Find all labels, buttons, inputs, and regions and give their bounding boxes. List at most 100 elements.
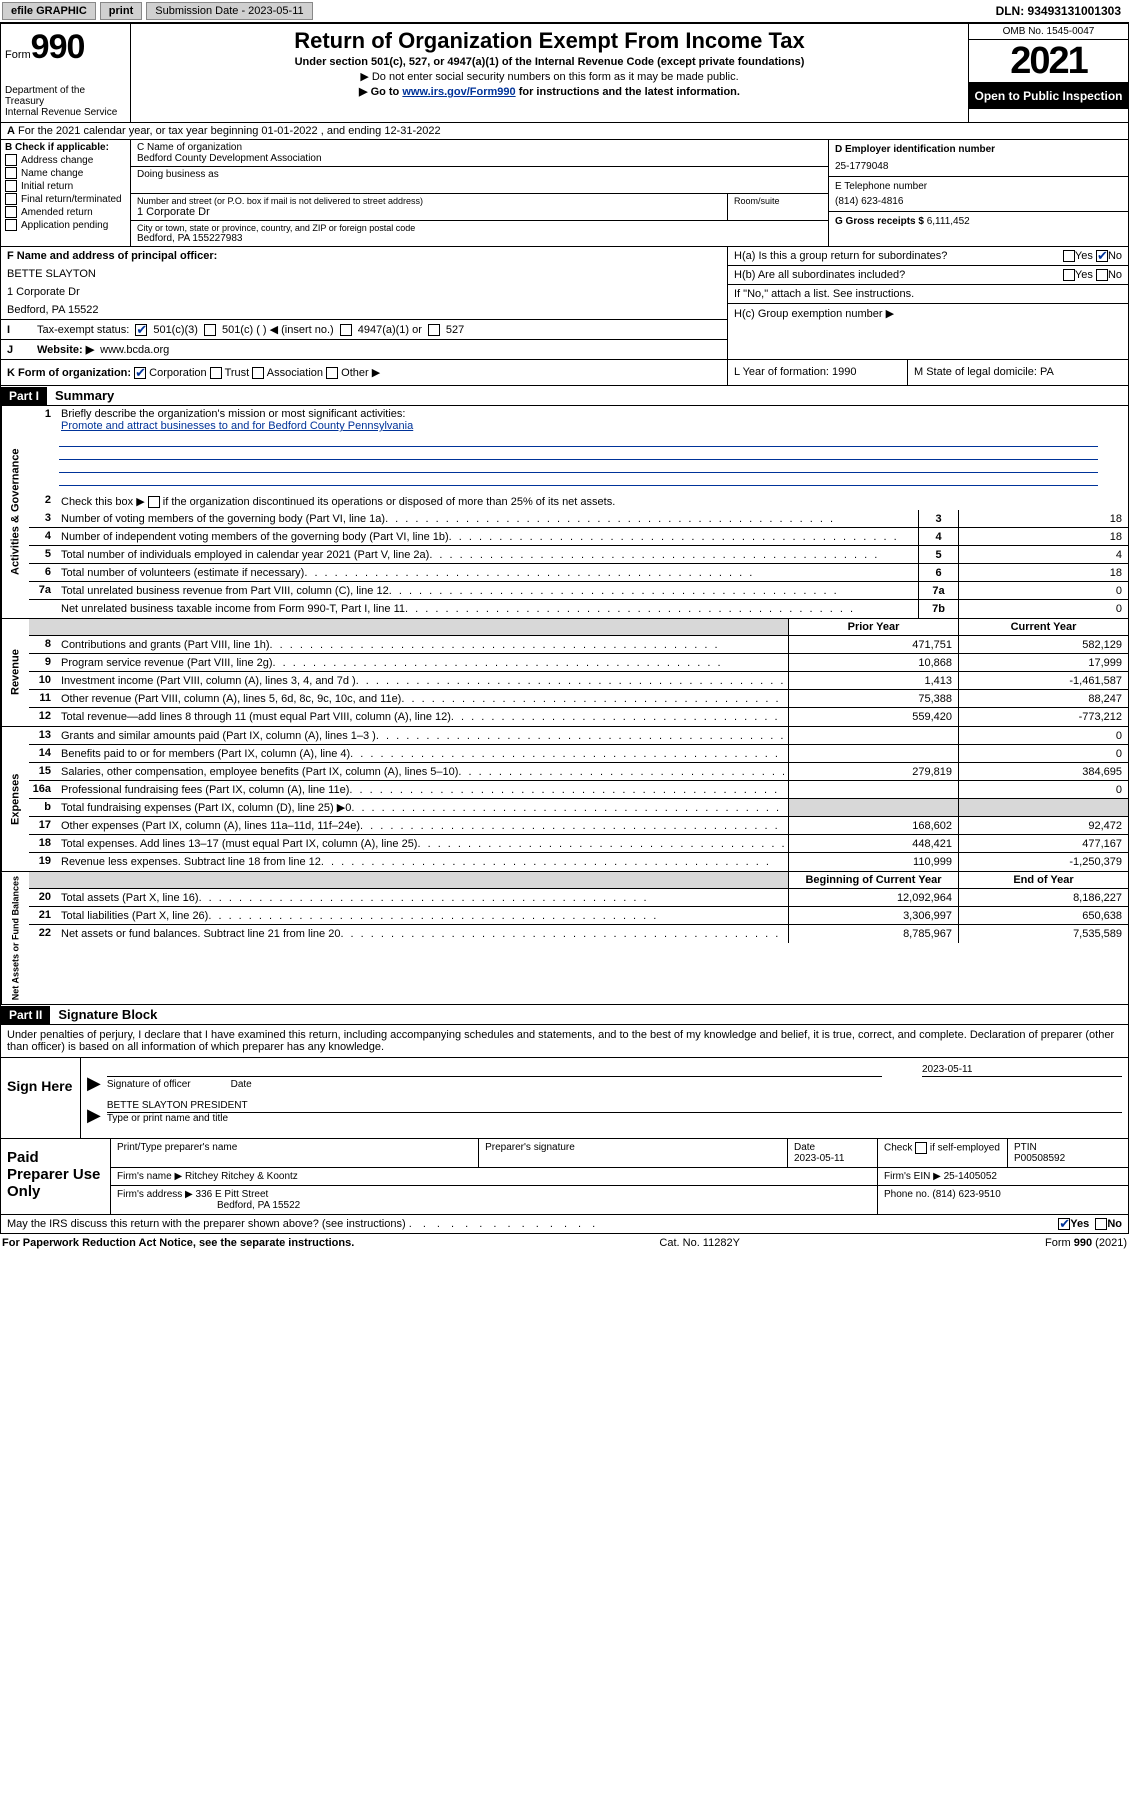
checkbox-icon[interactable] bbox=[5, 167, 17, 179]
checkbox-icon[interactable] bbox=[1095, 1218, 1107, 1230]
tax-year: 2021 bbox=[969, 40, 1128, 83]
line-box: 6 bbox=[918, 564, 958, 581]
print-button[interactable]: print bbox=[100, 2, 142, 20]
opt-501c3: 501(c)(3) bbox=[153, 324, 198, 336]
line-desc: Revenue less expenses. Subtract line 18 … bbox=[57, 853, 788, 871]
ptin-label: PTIN bbox=[1014, 1142, 1122, 1153]
checkbox-icon[interactable] bbox=[1096, 269, 1108, 281]
begin-year-header: Beginning of Current Year bbox=[788, 872, 958, 888]
checkbox-icon[interactable] bbox=[252, 367, 264, 379]
line-1: 1 Briefly describe the organization's mi… bbox=[29, 406, 1128, 434]
checkbox-icon[interactable] bbox=[148, 496, 160, 508]
paid-preparer-block: Paid Preparer Use Only Print/Type prepar… bbox=[0, 1139, 1129, 1215]
form-subtitle-2: ▶ Do not enter social security numbers o… bbox=[139, 70, 960, 83]
checkbox-icon[interactable] bbox=[326, 367, 338, 379]
h-date: Date 2023-05-11 bbox=[788, 1139, 878, 1167]
check-amended-return: Amended return bbox=[5, 206, 126, 218]
current-value: 92,472 bbox=[958, 817, 1128, 834]
underline bbox=[59, 435, 1098, 447]
check-label: Amended return bbox=[21, 207, 93, 218]
city-value: Bedford, PA 155227983 bbox=[137, 233, 822, 244]
checkbox-icon[interactable] bbox=[210, 367, 222, 379]
dba-label: Doing business as bbox=[137, 169, 822, 180]
prior-value: 448,421 bbox=[788, 835, 958, 852]
checkbox-icon[interactable] bbox=[340, 324, 352, 336]
checkbox-icon[interactable] bbox=[134, 367, 146, 379]
sign-here-label: Sign Here bbox=[1, 1058, 81, 1138]
submission-date: Submission Date - 2023-05-11 bbox=[146, 2, 312, 20]
line-desc: Total unrelated business revenue from Pa… bbox=[57, 582, 918, 599]
g-label: G Gross receipts $ bbox=[835, 216, 924, 227]
checkbox-icon[interactable] bbox=[1096, 250, 1108, 262]
current-value: 88,247 bbox=[958, 690, 1128, 707]
mission-link[interactable]: Promote and attract businesses to and fo… bbox=[61, 420, 413, 432]
line-1-desc: Briefly describe the organization's miss… bbox=[57, 406, 1128, 434]
hc-row: H(c) Group exemption number ▶ bbox=[728, 304, 1128, 323]
summary-line: 4 Number of independent voting members o… bbox=[29, 528, 1128, 546]
current-value: 8,186,227 bbox=[958, 889, 1128, 906]
line-num: 10 bbox=[29, 672, 57, 689]
line-desc: Number of voting members of the governin… bbox=[57, 510, 918, 527]
ha-label: H(a) Is this a group return for subordin… bbox=[734, 250, 1063, 262]
line-desc: Total fundraising expenses (Part IX, col… bbox=[57, 799, 788, 816]
summary-line: 17 Other expenses (Part IX, column (A), … bbox=[29, 817, 1128, 835]
sign-here-block: Sign Here ▶ 2023-05-11 Signature of offi… bbox=[0, 1057, 1129, 1139]
line-desc: Total assets (Part X, line 16) bbox=[57, 889, 788, 906]
checkbox-icon[interactable] bbox=[5, 206, 17, 218]
net-assets-block: Net Assets or Fund Balances Beginning of… bbox=[0, 872, 1129, 1005]
line-desc: Professional fundraising fees (Part IX, … bbox=[57, 781, 788, 798]
vtab-expenses: Expenses bbox=[1, 727, 29, 871]
footer-ask-row: May the IRS discuss this return with the… bbox=[0, 1215, 1129, 1234]
vtab-net-assets: Net Assets or Fund Balances bbox=[1, 872, 29, 1004]
checkbox-icon[interactable] bbox=[5, 180, 17, 192]
vtab-revenue: Revenue bbox=[1, 619, 29, 726]
checkbox-icon[interactable] bbox=[915, 1142, 927, 1154]
summary-line: 16a Professional fundraising fees (Part … bbox=[29, 781, 1128, 799]
line-num: 1 bbox=[29, 406, 57, 434]
checkbox-icon[interactable] bbox=[135, 324, 147, 336]
section-f-to-j: F Name and address of principal officer:… bbox=[0, 247, 1129, 360]
street-label: Number and street (or P.O. box if mail i… bbox=[137, 196, 721, 206]
checkbox-icon[interactable] bbox=[5, 154, 17, 166]
form-title: Return of Organization Exempt From Incom… bbox=[139, 28, 960, 54]
street-value: 1 Corporate Dr bbox=[137, 206, 721, 218]
checkbox-icon[interactable] bbox=[5, 219, 17, 231]
omb-number: OMB No. 1545-0047 bbox=[969, 24, 1128, 40]
hb-row: H(b) Are all subordinates included? Yes … bbox=[728, 266, 1128, 285]
line-2-desc: Check this box ▶ if the organization dis… bbox=[57, 492, 1128, 510]
checkbox-icon[interactable] bbox=[428, 324, 440, 336]
line-num: 7a bbox=[29, 582, 57, 599]
no-label: No bbox=[1107, 1218, 1122, 1230]
dept-line2: Internal Revenue Service bbox=[5, 107, 126, 118]
paperwork-notice: For Paperwork Reduction Act Notice, see … bbox=[2, 1237, 354, 1249]
opt-4947: 4947(a)(1) or bbox=[358, 324, 422, 336]
part-i-label: Part I bbox=[1, 387, 47, 405]
firm-addr2: Bedford, PA 15522 bbox=[117, 1200, 871, 1211]
firm-name: Ritchey Ritchey & Koontz bbox=[185, 1171, 298, 1182]
checkbox-icon[interactable] bbox=[1063, 269, 1075, 281]
prior-year-header: Prior Year bbox=[788, 619, 958, 635]
prior-value: 559,420 bbox=[788, 708, 958, 726]
checkbox-icon[interactable] bbox=[204, 324, 216, 336]
checkbox-icon[interactable] bbox=[1063, 250, 1075, 262]
ask-text: May the IRS discuss this return with the… bbox=[7, 1218, 406, 1230]
irs-link[interactable]: www.irs.gov/Form990 bbox=[402, 86, 515, 98]
checkbox-icon[interactable] bbox=[1058, 1218, 1070, 1230]
preparer-header-row: Print/Type preparer's name Preparer's si… bbox=[111, 1139, 1128, 1168]
header-right: OMB No. 1545-0047 2021 Open to Public In… bbox=[968, 24, 1128, 122]
part-ii-header: Part II Signature Block bbox=[0, 1005, 1129, 1025]
line-num: 17 bbox=[29, 817, 57, 834]
line-num: 18 bbox=[29, 835, 57, 852]
section-h: H(a) Is this a group return for subordin… bbox=[728, 247, 1128, 359]
line-2: 2 Check this box ▶ if the organization d… bbox=[29, 492, 1128, 510]
hb-note-row: If "No," attach a list. See instructions… bbox=[728, 285, 1128, 304]
h-date-label: Date bbox=[794, 1142, 871, 1153]
prior-value: 3,306,997 bbox=[788, 907, 958, 924]
efile-button[interactable]: efile GRAPHIC bbox=[2, 2, 96, 20]
line-value: 4 bbox=[958, 546, 1128, 563]
sub3-suffix: for instructions and the latest informat… bbox=[516, 86, 740, 98]
checkbox-icon[interactable] bbox=[5, 193, 17, 205]
f-label: F Name and address of principal officer: bbox=[7, 250, 217, 262]
prior-value: 168,602 bbox=[788, 817, 958, 834]
summary-line: 15 Salaries, other compensation, employe… bbox=[29, 763, 1128, 781]
